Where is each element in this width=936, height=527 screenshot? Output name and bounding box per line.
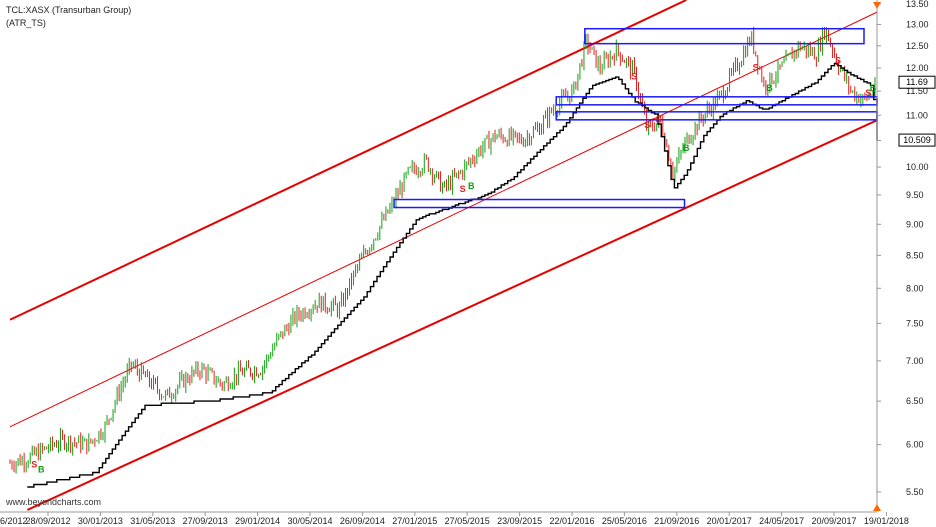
price-tag-label: 11.69 — [906, 77, 928, 87]
buy-signal: B — [38, 464, 45, 474]
x-tick-label: 27/05/2015 — [445, 516, 490, 526]
x-tick-label: 27/01/2015 — [392, 516, 437, 526]
sell-signal: S — [31, 460, 37, 470]
price-tag-box — [898, 75, 936, 89]
x-tick-label: 19/01/2018 — [864, 516, 909, 526]
y-tick-label: 13.00 — [906, 20, 929, 30]
x-tick-label: 30/01/2013 — [78, 516, 123, 526]
x-tick-label: 21/09/2016 — [654, 516, 699, 526]
sell-signal: S — [631, 71, 637, 81]
buy-signal: B — [870, 83, 877, 93]
x-tick-label: 23/09/2015 — [497, 516, 542, 526]
y-tick-label: 7.00 — [906, 356, 924, 366]
x-tick-label: 26/09/2014 — [340, 516, 385, 526]
zone-bottom — [393, 198, 686, 209]
y-tick-label: 12.00 — [906, 63, 929, 73]
y-tick-label: 9.00 — [906, 219, 924, 229]
x-tick-label: 30/05/2014 — [287, 516, 332, 526]
y-tick-label: 12.50 — [906, 41, 929, 51]
y-tick-label: 8.50 — [906, 250, 924, 260]
x-tick-label: 29/01/2014 — [235, 516, 280, 526]
y-tick-label: 10.00 — [906, 162, 929, 172]
watermark: www.beyondcharts.com — [5, 497, 101, 507]
x-tick-label: 24/05/2017 — [759, 516, 804, 526]
sell-signal: S — [835, 55, 841, 65]
x-tick-label: 27/09/2013 — [183, 516, 228, 526]
y-axis-ticks: 5.50 6.00 6.50 7.00 7.50 8.00 8.50 9.00 9.50 10.0… — [877, 0, 929, 497]
price-tag-box — [898, 133, 936, 147]
candles — [9, 26, 878, 474]
sell-signal: S — [460, 184, 466, 194]
buy-signal: B — [683, 143, 690, 153]
x-tick-label: 20/01/2017 — [707, 516, 752, 526]
y-tick-label: 13.50 — [906, 0, 929, 9]
top-marker-icon — [873, 2, 881, 9]
x-tick-label-partial: 6/2012 — [0, 516, 28, 526]
x-tick-label: 22/01/2016 — [549, 516, 594, 526]
y-tick-label: 7.50 — [906, 318, 924, 328]
mid-channel — [9, 11, 878, 428]
y-tick-label: 6.50 — [906, 396, 924, 406]
price-tags: 11.69 10.509 — [898, 75, 936, 147]
zone-top — [584, 27, 865, 45]
channel-lines — [9, 0, 878, 511]
x-tick-label: 20/09/2017 — [811, 516, 856, 526]
bottom-marker-icon — [873, 504, 881, 511]
upper-channel — [9, 0, 687, 321]
y-tick-label: 11.00 — [906, 110, 928, 120]
sell-signal: S — [753, 62, 759, 72]
atr-stop-path — [27, 62, 878, 488]
y-tick-label: 8.00 — [906, 283, 924, 293]
lower-channel — [26, 119, 878, 511]
price-tag-label: 10.509 — [903, 135, 931, 145]
y-tick-label: 5.50 — [906, 487, 924, 497]
sell-signal: S — [865, 88, 871, 98]
y-tick-label: 6.00 — [906, 440, 924, 450]
x-tick-label: 31/05/2013 — [130, 516, 175, 526]
y-tick-label: 9.50 — [906, 190, 924, 200]
sell-signal: S — [656, 115, 662, 125]
sell-signal: S — [644, 120, 650, 130]
indicator-label: (ATR_TS) — [6, 18, 46, 28]
buy-signal: B — [468, 181, 475, 191]
chart-title: TCL:XASX (Transurban Group) — [6, 5, 131, 15]
buy-signal: B — [766, 83, 773, 93]
y-tick-label: 11.50 — [906, 86, 928, 96]
x-tick-label: 25/05/2016 — [602, 516, 647, 526]
atr-stop-line — [27, 62, 878, 488]
x-tick-label: 28/09/2012 — [25, 516, 70, 526]
